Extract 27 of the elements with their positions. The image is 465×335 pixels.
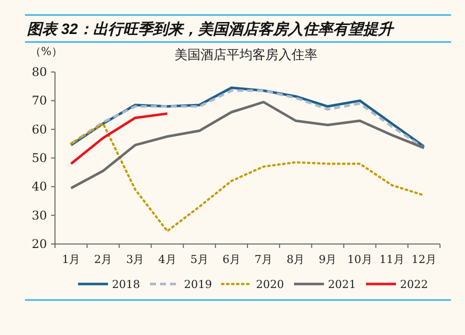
x-tick-label: 1月	[62, 253, 80, 266]
y-tick-label: 30	[32, 208, 47, 222]
legend-label: 2020	[256, 278, 284, 291]
x-tick-label: 3月	[126, 253, 144, 266]
y-tick-label: 80	[32, 65, 47, 79]
legend-label: 2019	[184, 278, 212, 291]
x-tick-label: 5月	[190, 253, 208, 266]
legend-label: 2018	[112, 278, 140, 291]
legend-label: 2021	[328, 278, 356, 291]
y-tick-label: 40	[32, 180, 47, 194]
y-tick-label: 60	[32, 122, 47, 136]
chart-title: 图表 32：出行旺季到来，美国酒店客房入住率有望提升	[27, 20, 395, 38]
x-tick-label: 9月	[318, 253, 337, 266]
x-tick-label: 10月	[347, 253, 372, 266]
x-tick-label: 12月	[411, 253, 436, 266]
x-tick-label: 8月	[286, 253, 305, 266]
x-tick-label: 11月	[379, 253, 404, 266]
x-tick-label: 4月	[158, 253, 176, 266]
x-tick-label: 7月	[254, 253, 273, 266]
y-axis-title: （%）	[30, 45, 62, 58]
x-tick-label: 6月	[222, 253, 240, 266]
y-tick-label: 70	[32, 94, 47, 108]
x-tick-label: 2月	[94, 253, 112, 266]
y-tick-label: 50	[32, 151, 47, 165]
chart-subtitle: 美国酒店平均客房入住率	[174, 47, 318, 63]
legend-label: 2022	[400, 278, 428, 291]
y-tick-label: 20	[32, 237, 47, 251]
